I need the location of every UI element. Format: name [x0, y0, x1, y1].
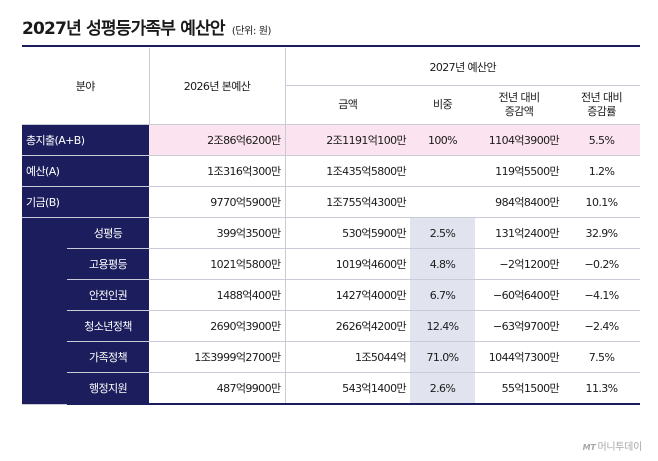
cell-share: 4.8% — [410, 248, 476, 280]
cell-amount: 1조5044억 — [285, 341, 411, 373]
cell-amount: 1조435억5800만 — [285, 155, 411, 187]
cell-change-amount: 1104억3900만 — [475, 124, 564, 156]
cell-change-rate: 10.1% — [563, 186, 641, 218]
header-change-rate: 전년 대비 증감률 — [563, 85, 641, 125]
header-amount: 금액 — [285, 85, 411, 125]
cell-2026-budget: 9770억5900만 — [149, 186, 286, 218]
cell-change-rate: −0.2% — [563, 248, 641, 280]
header-2026-budget: 2026년 본예산 — [149, 48, 286, 125]
cell-2026-budget: 1488억400만 — [149, 279, 286, 311]
cell-change-amount: −2억1200만 — [475, 248, 564, 280]
brand-name: 머니투데이 — [597, 442, 642, 453]
cell-change-amount: −63억9700만 — [475, 310, 564, 342]
cell-share: 2.5% — [410, 217, 476, 249]
header-change-amount: 전년 대비 증감액 — [475, 85, 564, 125]
cell-change-rate: 5.5% — [563, 124, 641, 156]
cell-share: 12.4% — [410, 310, 476, 342]
brand-watermark: MT 머니투데이 — [582, 438, 643, 453]
cell-change-rate: 11.3% — [563, 372, 641, 405]
cell-change-amount: 1044억7300만 — [475, 341, 564, 373]
cell-amount: 2조1191억100만 — [285, 124, 411, 156]
cell-change-rate: 1.2% — [563, 155, 641, 187]
cell-2026-budget: 1조3999억2700만 — [149, 341, 286, 373]
row-label: 청소년정책 — [67, 310, 150, 342]
category-band — [22, 217, 67, 405]
cell-amount: 2626억4200만 — [285, 310, 411, 342]
cell-change-rate: 32.9% — [563, 217, 641, 249]
cell-2026-budget: 2조86억6200만 — [149, 124, 286, 156]
cell-share: 6.7% — [410, 279, 476, 311]
unit-note: (단위: 원) — [231, 26, 272, 37]
page-title: 2027년 성평등가족부 예산안 — [22, 19, 226, 39]
table-row-total: 총지출(A+B) 2조86억6200만 2조1191억100만 100% 110… — [22, 124, 641, 156]
brand-mark: MT — [582, 443, 596, 452]
cell-change-amount: 131억2400만 — [475, 217, 564, 249]
cell-change-rate: −2.4% — [563, 310, 641, 342]
cell-change-amount: 984억8400만 — [475, 186, 564, 218]
header-share: 비중 — [410, 85, 476, 125]
cell-2026-budget: 1조316억300만 — [149, 155, 286, 187]
row-label: 예산(A) — [22, 155, 150, 187]
table-row-sub: 고용평등 1021억5800만 1019억4600만 4.8% −2억1200만… — [22, 248, 641, 280]
cell-2026-budget: 1021억5800만 — [149, 248, 286, 280]
row-label: 성평등 — [67, 217, 150, 249]
cell-change-rate: −4.1% — [563, 279, 641, 311]
row-label: 안전인권 — [67, 279, 150, 311]
row-label: 기금(B) — [22, 186, 150, 218]
cell-change-amount: −60억6400만 — [475, 279, 564, 311]
cell-share: 100% — [410, 124, 476, 156]
row-label: 가족정책 — [67, 341, 150, 373]
table-row-fund: 기금(B) 9770억5900만 1조755억4300만 984억8400만 1… — [22, 186, 641, 218]
table-row-sub: 청소년정책 2690억3900만 2626억4200만 12.4% −63억97… — [22, 310, 641, 342]
header-field: 분야 — [22, 48, 150, 125]
cell-amount: 1조755억4300만 — [285, 186, 411, 218]
cell-share: 71.0% — [410, 341, 476, 373]
title-area: 2027년 성평등가족부 예산안 (단위: 원) — [22, 14, 271, 39]
header-2027-proposal: 2027년 예산안 — [285, 48, 641, 86]
top-divider — [22, 45, 640, 47]
table-row-sub: 가족정책 1조3999억2700만 1조5044억 71.0% 1044억730… — [22, 341, 641, 373]
cell-amount: 543억1400만 — [285, 372, 411, 405]
cell-change-rate: 7.5% — [563, 341, 641, 373]
row-label: 행정지원 — [67, 372, 150, 405]
table-row-sub: 안전인권 1488억400만 1427억4000만 6.7% −60억6400만… — [22, 279, 641, 311]
cell-2026-budget: 399억3500만 — [149, 217, 286, 249]
table-row-budget: 예산(A) 1조316억300만 1조435억5800만 119억5500만 1… — [22, 155, 641, 187]
cell-amount: 1019억4600만 — [285, 248, 411, 280]
table-row-sub: 성평등 399억3500만 530억5900만 2.5% 131억2400만 3… — [22, 217, 641, 405]
cell-amount: 530억5900만 — [285, 217, 411, 249]
cell-change-amount: 119억5500만 — [475, 155, 564, 187]
table-row-sub: 행정지원 487억9900만 543억1400만 2.6% 55억1500만 1… — [22, 372, 641, 405]
cell-share — [410, 155, 476, 187]
cell-share: 2.6% — [410, 372, 476, 405]
cell-share — [410, 186, 476, 218]
row-label: 고용평등 — [67, 248, 150, 280]
cell-2026-budget: 2690억3900만 — [149, 310, 286, 342]
cell-amount: 1427억4000만 — [285, 279, 411, 311]
cell-change-amount: 55억1500만 — [475, 372, 564, 405]
row-label: 총지출(A+B) — [22, 124, 150, 156]
cell-2026-budget: 487억9900만 — [149, 372, 286, 405]
budget-table: 분야 2026년 본예산 2027년 예산안 금액 비중 전년 대비 증감액 전… — [22, 48, 641, 405]
